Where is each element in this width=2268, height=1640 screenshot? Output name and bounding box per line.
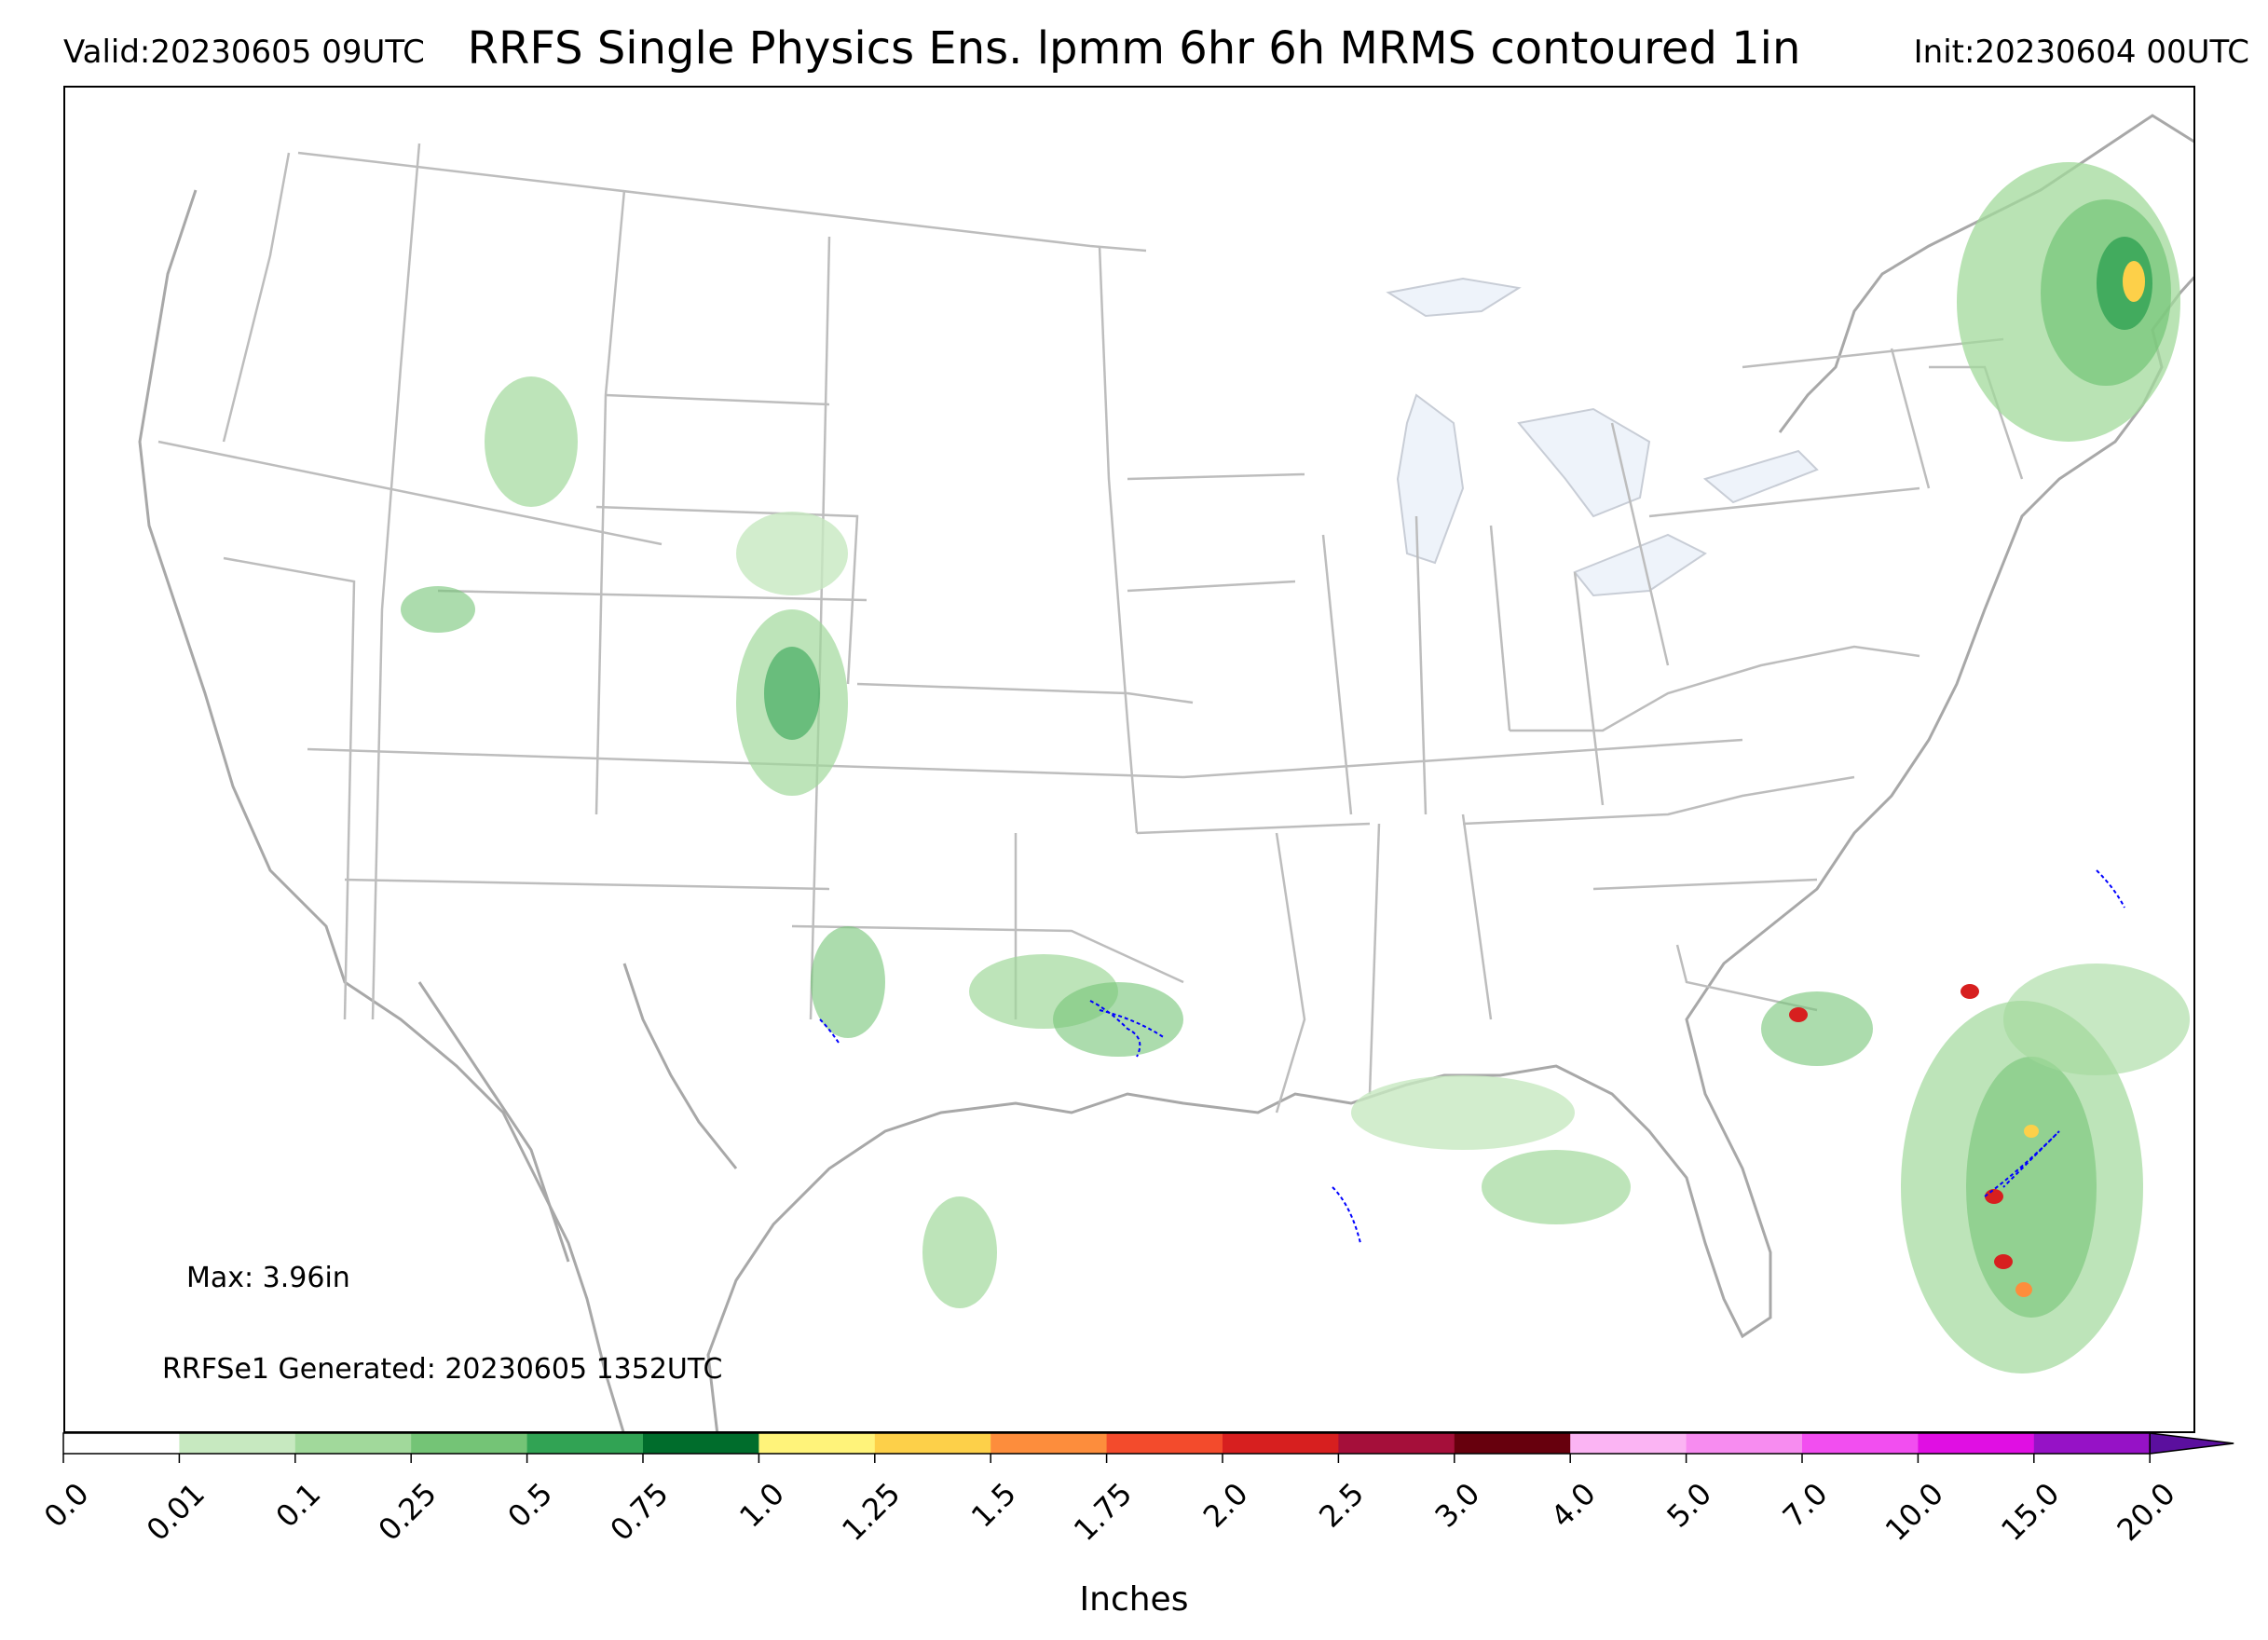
colorbar-tick-label: 2.0 (1196, 1476, 1255, 1535)
colorbar-segment (1918, 1433, 2035, 1454)
colorbar-tick-label: 0.5 (500, 1476, 559, 1535)
valid-time-label: Valid:20230605 09UTC (63, 34, 425, 71)
colorbar-tick-label: 1.75 (1067, 1476, 1139, 1548)
colorbar-tick-label: 5.0 (1660, 1476, 1718, 1535)
colorbar-segment (991, 1433, 1108, 1454)
generated-label: RRFSe1 Generated: 20230605 1352UTC (162, 1353, 723, 1386)
colorbar-segment (1802, 1433, 1919, 1454)
colorbar-tick-label: 1.25 (835, 1476, 907, 1548)
colorbar-segment (758, 1433, 876, 1454)
colorbar-segment (643, 1433, 759, 1454)
colorbar-tick-label: 0.0 (37, 1476, 96, 1535)
colorbar-segment (1106, 1433, 1223, 1454)
colorbar-segment (2033, 1433, 2151, 1454)
colorbar-tick-label: 0.75 (603, 1476, 675, 1548)
mrms-contours (819, 869, 2125, 1244)
colorbar-tick-label: 4.0 (1544, 1476, 1603, 1535)
colorbar-tick-label: 0.1 (269, 1476, 328, 1535)
colorbar-segment (179, 1433, 296, 1454)
colorbar-segment (1223, 1433, 1339, 1454)
colorbar-tick-label: 1.0 (732, 1476, 791, 1535)
map-panel: Max: 3.96in RRFSe1 Generated: 20230605 1… (63, 86, 2195, 1433)
chart-title: RRFS Single Physics Ens. lpmm 6hr 6h MRM… (467, 22, 1801, 75)
colorbar-segment (1570, 1433, 1687, 1454)
coastline (138, 114, 2193, 1431)
colorbar-tick-label: 20.0 (2111, 1476, 2182, 1548)
colorbar-segment (294, 1433, 412, 1454)
colorbar-segment (1454, 1433, 1571, 1454)
colorbar-segment (411, 1433, 528, 1454)
colorbar-segment (1686, 1433, 1803, 1454)
great-lakes (1386, 277, 1819, 597)
colorbar-tick-label: 1.5 (964, 1476, 1023, 1535)
colorbar-tick-label: 7.0 (1776, 1476, 1835, 1535)
colorbar-segment (526, 1433, 644, 1454)
init-time-label: Init:20230604 00UTC (1913, 34, 2249, 71)
colorbar-tick-label: 3.0 (1428, 1476, 1487, 1535)
colorbar-tick-label: 0.01 (140, 1476, 212, 1548)
colorbar-tick-label: 10.0 (1879, 1476, 1950, 1548)
colorbar-tick-label: 2.5 (1312, 1476, 1371, 1535)
colorbar-label: Inches (1079, 1580, 1189, 1619)
colorbar-extend-arrow (2149, 1432, 2234, 1455)
state-borders (157, 143, 2024, 1114)
colorbar-segment (1338, 1433, 1455, 1454)
max-value-label: Max: 3.96in (186, 1262, 350, 1294)
colorbar-segment (63, 1433, 180, 1454)
precip-field (401, 162, 2190, 1374)
colorbar-tick-label: 0.25 (372, 1476, 444, 1548)
colorbar-tick-label: 15.0 (1994, 1476, 2066, 1548)
precip-map (138, 114, 2193, 1431)
colorbar-segment (874, 1433, 991, 1454)
